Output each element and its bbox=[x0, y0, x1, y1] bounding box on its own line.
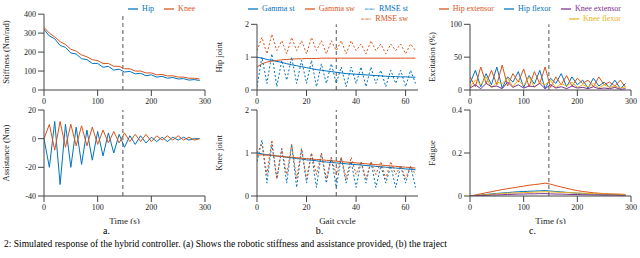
html-text:Knee: Knee bbox=[178, 4, 195, 13]
svg-text:0: 0 bbox=[245, 192, 249, 201]
svg-text:2: 2 bbox=[245, 106, 249, 115]
svg-text:1: 1 bbox=[245, 149, 249, 158]
svg-text:0: 0 bbox=[255, 203, 259, 212]
svg-text:20: 20 bbox=[28, 106, 36, 115]
svg-text:0.2: 0.2 bbox=[452, 149, 462, 158]
svg-text:200: 200 bbox=[145, 97, 157, 106]
svg-text:1: 1 bbox=[245, 53, 249, 62]
html-text:Hip flexor: Hip flexor bbox=[517, 4, 551, 13]
svg-text:300: 300 bbox=[199, 97, 211, 106]
svg-text:100: 100 bbox=[450, 20, 462, 29]
svg-text:200: 200 bbox=[145, 203, 157, 212]
svg-text:50: 50 bbox=[454, 53, 462, 62]
svg-text:100: 100 bbox=[518, 97, 530, 106]
html-text:c.: c. bbox=[529, 225, 536, 236]
svg-text:300: 300 bbox=[24, 29, 36, 38]
svg-text:Time (s): Time (s) bbox=[109, 216, 139, 224]
svg-text:0: 0 bbox=[468, 97, 472, 106]
svg-text:Fatigue: Fatigue bbox=[427, 140, 437, 166]
svg-text:0: 0 bbox=[458, 192, 462, 201]
svg-text:100: 100 bbox=[24, 67, 36, 76]
svg-text:300: 300 bbox=[199, 203, 211, 212]
html-text:Knee extensor: Knee extensor bbox=[575, 4, 621, 13]
html-text:2: Simulated response of the h: 2: Simulated response of the hybrid cont… bbox=[4, 239, 447, 249]
svg-text:Time (s): Time (s) bbox=[535, 216, 565, 224]
html-text:a.: a. bbox=[103, 225, 110, 236]
svg-text:0: 0 bbox=[245, 86, 249, 95]
svg-text:60: 60 bbox=[402, 97, 410, 106]
html-text:Hip: Hip bbox=[142, 4, 155, 13]
svg-text:2: 2 bbox=[245, 20, 249, 29]
svg-text:100: 100 bbox=[518, 203, 530, 212]
svg-text:-20: -20 bbox=[25, 163, 36, 172]
svg-text:200: 200 bbox=[24, 48, 36, 57]
html-text:RMSE sw: RMSE sw bbox=[375, 14, 408, 24]
html-text:RMSE st: RMSE st bbox=[378, 4, 408, 13]
svg-text:0: 0 bbox=[42, 97, 46, 106]
svg-text:0: 0 bbox=[468, 203, 472, 212]
svg-text:0: 0 bbox=[32, 86, 36, 95]
svg-text:Gait cycle: Gait cycle bbox=[319, 216, 356, 224]
svg-text:400: 400 bbox=[24, 10, 36, 19]
html-text:Gamma sw: Gamma sw bbox=[318, 4, 355, 13]
html-text:b.: b. bbox=[315, 225, 324, 236]
html-text:Hip extensor: Hip extensor bbox=[452, 4, 494, 13]
svg-text:Assistance (Nm): Assistance (Nm) bbox=[8, 124, 11, 181]
svg-text:300: 300 bbox=[625, 97, 632, 106]
html-text:Gamma st: Gamma st bbox=[262, 4, 295, 13]
svg-text:20: 20 bbox=[303, 203, 311, 212]
svg-text:0: 0 bbox=[458, 86, 462, 95]
svg-text:Excitation (%): Excitation (%) bbox=[427, 32, 437, 82]
svg-text:200: 200 bbox=[571, 97, 583, 106]
svg-text:300: 300 bbox=[625, 203, 632, 212]
svg-text:0: 0 bbox=[42, 203, 46, 212]
svg-text:200: 200 bbox=[571, 203, 583, 212]
svg-text:Hip joint: Hip joint bbox=[214, 41, 224, 72]
svg-text:40: 40 bbox=[352, 97, 360, 106]
svg-text:-40: -40 bbox=[25, 192, 36, 201]
svg-text:60: 60 bbox=[402, 203, 410, 212]
svg-text:100: 100 bbox=[92, 203, 104, 212]
svg-text:20: 20 bbox=[303, 97, 311, 106]
svg-text:0: 0 bbox=[255, 97, 259, 106]
html-text:Knee flexor: Knee flexor bbox=[583, 14, 621, 24]
svg-text:0.4: 0.4 bbox=[452, 106, 462, 115]
svg-text:40: 40 bbox=[352, 203, 360, 212]
svg-text:Knee joint: Knee joint bbox=[214, 135, 224, 171]
svg-text:100: 100 bbox=[92, 97, 104, 106]
svg-text:Stiffness (Nm/rad): Stiffness (Nm/rad) bbox=[8, 20, 11, 84]
svg-text:0: 0 bbox=[32, 135, 36, 144]
